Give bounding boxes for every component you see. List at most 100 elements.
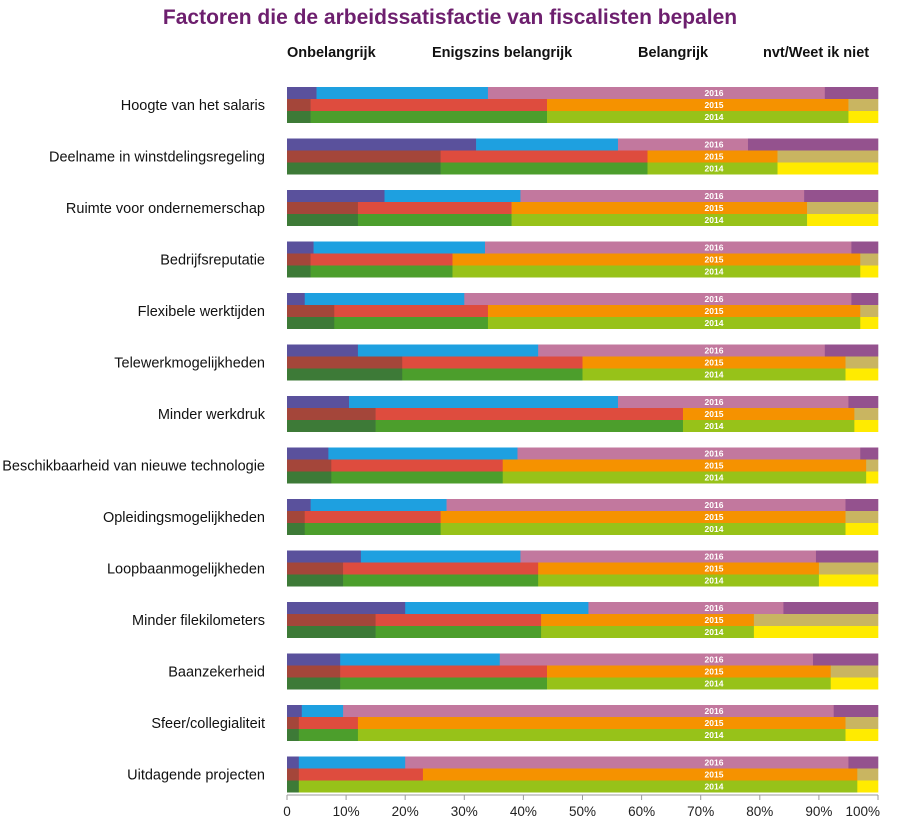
bar-segment [340,665,548,678]
bar-segment [860,265,879,278]
bar-segment [331,459,504,472]
bar-segment [405,756,849,769]
year-label: 2014 [705,576,724,586]
bar-segment [287,396,350,408]
bar-segment [304,511,441,523]
bar-segment [357,202,512,214]
bar-segment [848,756,879,769]
x-tick-label: 20% [392,804,419,819]
year-label: 2014 [705,473,724,483]
year-label: 2015 [705,770,724,780]
category-label: Minder werkdruk [158,407,266,423]
bar-segment [484,241,852,254]
bar-segment [857,768,879,781]
bar-segment [298,780,858,793]
bar-segment [824,344,879,357]
bar-segment [647,150,778,163]
bar-segment [860,447,879,460]
year-label: 2015 [705,409,724,419]
category-labels: Hoogte van het salaris Deelname in winstd… [2,98,266,784]
year-label: 2016 [705,243,724,253]
bar-segment [818,562,879,575]
x-axis: 0 10% 20% 30% 40% 50% 60% 70% 80% 90% 100% [283,794,880,819]
bar-segment [287,447,329,460]
bar-segment [405,602,589,614]
bar-segment [287,677,341,690]
bar-segment [845,523,879,535]
bar-segment [287,190,385,202]
category-label: Deelname in winstdelingsregeling [49,150,265,166]
x-tick-label: 90% [805,804,832,819]
bar-segment [287,265,311,278]
year-label: 2015 [705,255,724,265]
year-label: 2016 [705,706,724,716]
category-label: Beschikbaarheid van nieuwe technologie [2,459,265,475]
bar-segment [384,190,521,202]
bar-segment [310,265,453,278]
year-label: 2016 [705,294,724,304]
bar-segment [440,162,648,175]
bar-segment [287,768,300,781]
x-tick-label: 60% [628,804,655,819]
bar-segment [331,471,504,484]
year-label: 2014 [705,679,724,689]
year-label: 2014 [705,524,724,534]
category-label: Loopbaanmogelijkheden [107,562,265,578]
bar-segment [854,420,879,432]
chart-title: Factoren die de arbeidssatisfactie van f… [163,6,737,29]
bar-segment [287,111,311,123]
bar-segment [845,717,879,729]
year-label: 2016 [705,140,724,150]
category-label: Uitdagende projecten [127,768,265,784]
bar-segment [287,202,359,214]
bar-segment [287,293,306,305]
bar-segment [357,717,846,729]
bar-segment [287,305,335,317]
year-label: 2015 [705,667,724,677]
bars [287,87,879,793]
year-label: 2015 [705,718,724,728]
bar-segment [845,511,879,523]
bar-segment [287,150,441,163]
bar-segment [464,293,852,305]
bar-segment [357,344,539,357]
bar-segment [287,562,344,575]
bar-segment [617,396,849,408]
bar-segment [807,202,879,214]
column-header: Onbelangrijk [287,45,377,61]
year-label: 2016 [705,346,724,356]
x-tick-label: 40% [510,804,537,819]
bar-segment [287,653,341,666]
category-label: Ruimte voor ondernemerschap [66,201,265,217]
year-label: 2016 [705,655,724,665]
column-headers: Onbelangrijk Enigszins belangrijk Belangri… [287,45,869,61]
category-label: Minder filekilometers [132,613,265,629]
bar-segment [446,499,846,511]
bar-segment [287,241,314,254]
bar-segment [845,356,879,369]
column-header: Enigszins belangrijk [432,45,573,61]
category-label: Bedrijfsreputatie [160,253,265,269]
bar-segment [541,614,755,626]
bar-segment [328,447,518,460]
bar-segment [824,87,879,99]
column-header: nvt/Weet ik niet [763,45,869,61]
bar-segment [547,665,832,678]
bar-segment [310,253,453,266]
x-tick-label: 50% [569,804,596,819]
bar-segment [538,574,820,587]
bar-segment [547,111,849,123]
bar-segment [316,87,489,99]
year-label: 2015 [705,512,724,522]
year-label: 2015 [705,461,724,471]
category-label: Hoogte van het salaris [121,98,265,114]
category-label: Baanzekerheid [168,665,265,681]
bar-segment [476,138,619,151]
bar-segment [287,253,311,266]
bar-segment [334,305,489,317]
bar-segment [357,214,512,226]
bar-segment [287,705,303,717]
bar-segment [298,756,406,769]
bar-segment [682,408,855,420]
